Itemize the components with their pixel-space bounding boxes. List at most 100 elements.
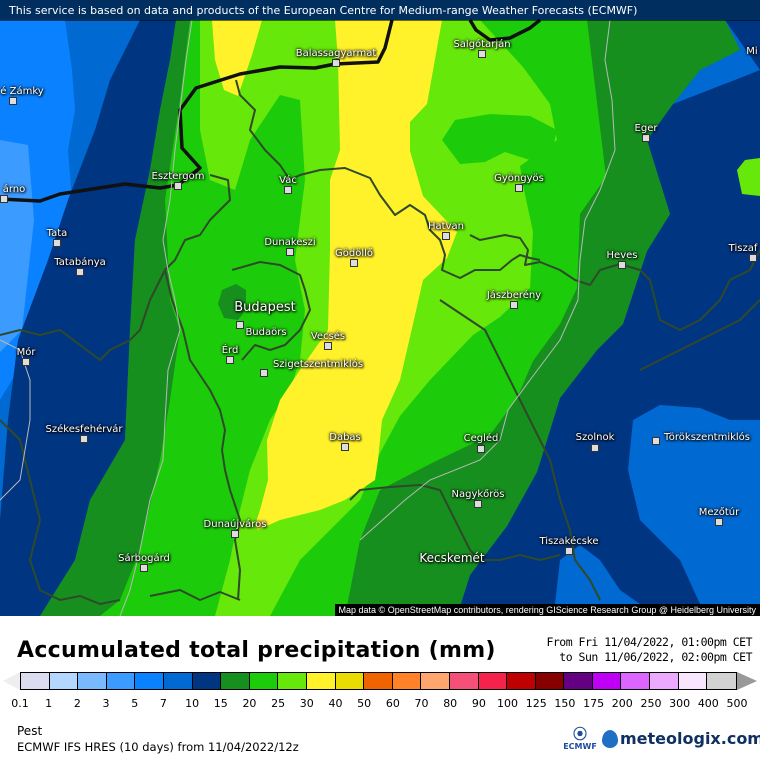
city-label: Tiszakécske — [539, 536, 599, 547]
city-marker[interactable] — [478, 50, 486, 58]
city-marker[interactable] — [474, 500, 482, 508]
city-marker[interactable] — [80, 435, 88, 443]
model-info: ECMWF IFS HRES (10 days) from 11/04/2022… — [17, 740, 299, 754]
legend-swatch — [392, 673, 422, 689]
city-marker[interactable] — [260, 369, 268, 377]
legend-swatch — [421, 673, 450, 689]
city-marker[interactable] — [332, 59, 340, 67]
legend-swatch — [335, 673, 365, 689]
city-label: Mór — [16, 347, 36, 358]
legend-swatch — [78, 673, 107, 689]
city-label: Gödöllő — [334, 248, 374, 259]
city-marker[interactable] — [618, 261, 626, 269]
legend-tick-label: 150 — [554, 697, 576, 710]
city-marker[interactable] — [515, 184, 523, 192]
legend-tick-label: 30 — [299, 697, 314, 710]
legend-tick-label: 250 — [640, 697, 662, 710]
zone-25-30mm-east-patch — [737, 158, 760, 196]
legend-ticks: 0.1 1 2 3 5 7 10 15 20 25 30 40 50 60 70 80 90 100 125 150 1… — [0, 697, 760, 711]
city-marker[interactable] — [715, 518, 723, 526]
city-label: Sárbogárd — [118, 553, 170, 564]
city-marker[interactable] — [510, 301, 518, 309]
city-marker[interactable] — [442, 232, 450, 240]
city-label: Törökszentmiklós — [663, 432, 751, 443]
meteologix-logo[interactable]: meteologix.com — [602, 729, 760, 748]
legend-swatch — [192, 673, 222, 689]
legend-tick-label: 10 — [185, 697, 200, 710]
city-marker[interactable] — [652, 437, 660, 445]
legend-swatch — [135, 673, 164, 689]
city-label: Dunakeszi — [264, 237, 316, 248]
city-label: Érd — [221, 345, 239, 356]
city-marker[interactable] — [140, 564, 148, 572]
precipitation-contours — [0, 18, 760, 616]
city-marker[interactable] — [324, 342, 332, 350]
city-label: Nagykőrös — [451, 489, 505, 500]
color-legend — [20, 672, 737, 690]
city-marker[interactable] — [591, 444, 599, 452]
legend-tick-label: 90 — [471, 697, 486, 710]
legend-tick-label: 5 — [131, 697, 139, 710]
precipitation-map[interactable]: This service is based on data and produc… — [0, 0, 760, 616]
legend-tick-label: 0.1 — [11, 697, 29, 710]
city-label: Tata — [46, 228, 68, 239]
city-marker[interactable] — [9, 97, 17, 105]
city-marker[interactable] — [236, 321, 244, 329]
city-label: Mezőtúr — [698, 507, 740, 518]
ecmwf-notice-banner: This service is based on data and produc… — [0, 0, 760, 21]
legend-swatch — [621, 673, 651, 689]
city-label: Balassagyarmat — [295, 48, 377, 59]
city-label: Kecskemét — [419, 551, 485, 565]
city-marker[interactable] — [76, 268, 84, 276]
forecast-period: From Fri 11/04/2022, 01:00pm CET to Sun … — [546, 635, 752, 665]
legend-swatch — [49, 673, 79, 689]
city-marker[interactable] — [226, 356, 234, 364]
city-marker[interactable] — [231, 530, 239, 538]
city-marker[interactable] — [22, 358, 30, 366]
city-label: Szolnok — [575, 432, 615, 443]
legend-tick-label: 40 — [328, 697, 343, 710]
city-label: Vecsés — [310, 331, 346, 342]
city-marker[interactable] — [53, 239, 61, 247]
zone-2-3mm — [0, 140, 34, 352]
legend-tick-label: 500 — [726, 697, 748, 710]
legend-swatch — [650, 673, 679, 689]
city-label: Salgótarján — [453, 39, 511, 50]
legend-tick-label: 300 — [669, 697, 691, 710]
city-marker[interactable] — [0, 195, 8, 203]
legend-tick-label: 20 — [242, 697, 257, 710]
legend-swatch — [163, 673, 193, 689]
city-marker[interactable] — [286, 248, 294, 256]
ecmwf-logo-icon: ⦿ — [573, 727, 587, 743]
legend-tick-label: 400 — [697, 697, 719, 710]
map-attribution: Map data © OpenStreetMap contributors, r… — [334, 604, 760, 616]
ecmwf-logo: ⦿ ECMWF — [562, 728, 598, 758]
legend-swatch — [21, 673, 50, 689]
legend-tick-label: 3 — [102, 697, 110, 710]
city-marker[interactable] — [642, 134, 650, 142]
city-marker[interactable] — [341, 443, 349, 451]
city-label: árno — [2, 184, 26, 195]
legend-tick-label: 25 — [271, 697, 286, 710]
period-to: to Sun 11/06/2022, 02:00pm CET — [559, 650, 752, 664]
city-marker[interactable] — [477, 445, 485, 453]
period-from: From Fri 11/04/2022, 01:00pm CET — [546, 635, 752, 649]
legend-swatch — [106, 673, 136, 689]
zone-5-7mm-east — [628, 405, 760, 604]
city-marker[interactable] — [174, 182, 182, 190]
legend-swatch — [221, 673, 250, 689]
city-marker[interactable] — [350, 259, 358, 267]
city-label: Dabas — [329, 432, 361, 443]
zone-30-40mm-north — [212, 20, 262, 96]
city-marker[interactable] — [565, 547, 573, 555]
city-marker[interactable] — [749, 254, 757, 262]
legend-swatch — [507, 673, 536, 689]
city-label: Gyöngyös — [494, 173, 544, 184]
legend-tick-label: 80 — [443, 697, 458, 710]
legend-swatch — [564, 673, 593, 689]
city-label: Tatabánya — [54, 257, 106, 268]
legend-swatch — [306, 673, 336, 689]
city-label: é Zámky — [0, 86, 44, 97]
city-marker[interactable] — [284, 186, 292, 194]
city-label: Vác — [279, 175, 297, 186]
